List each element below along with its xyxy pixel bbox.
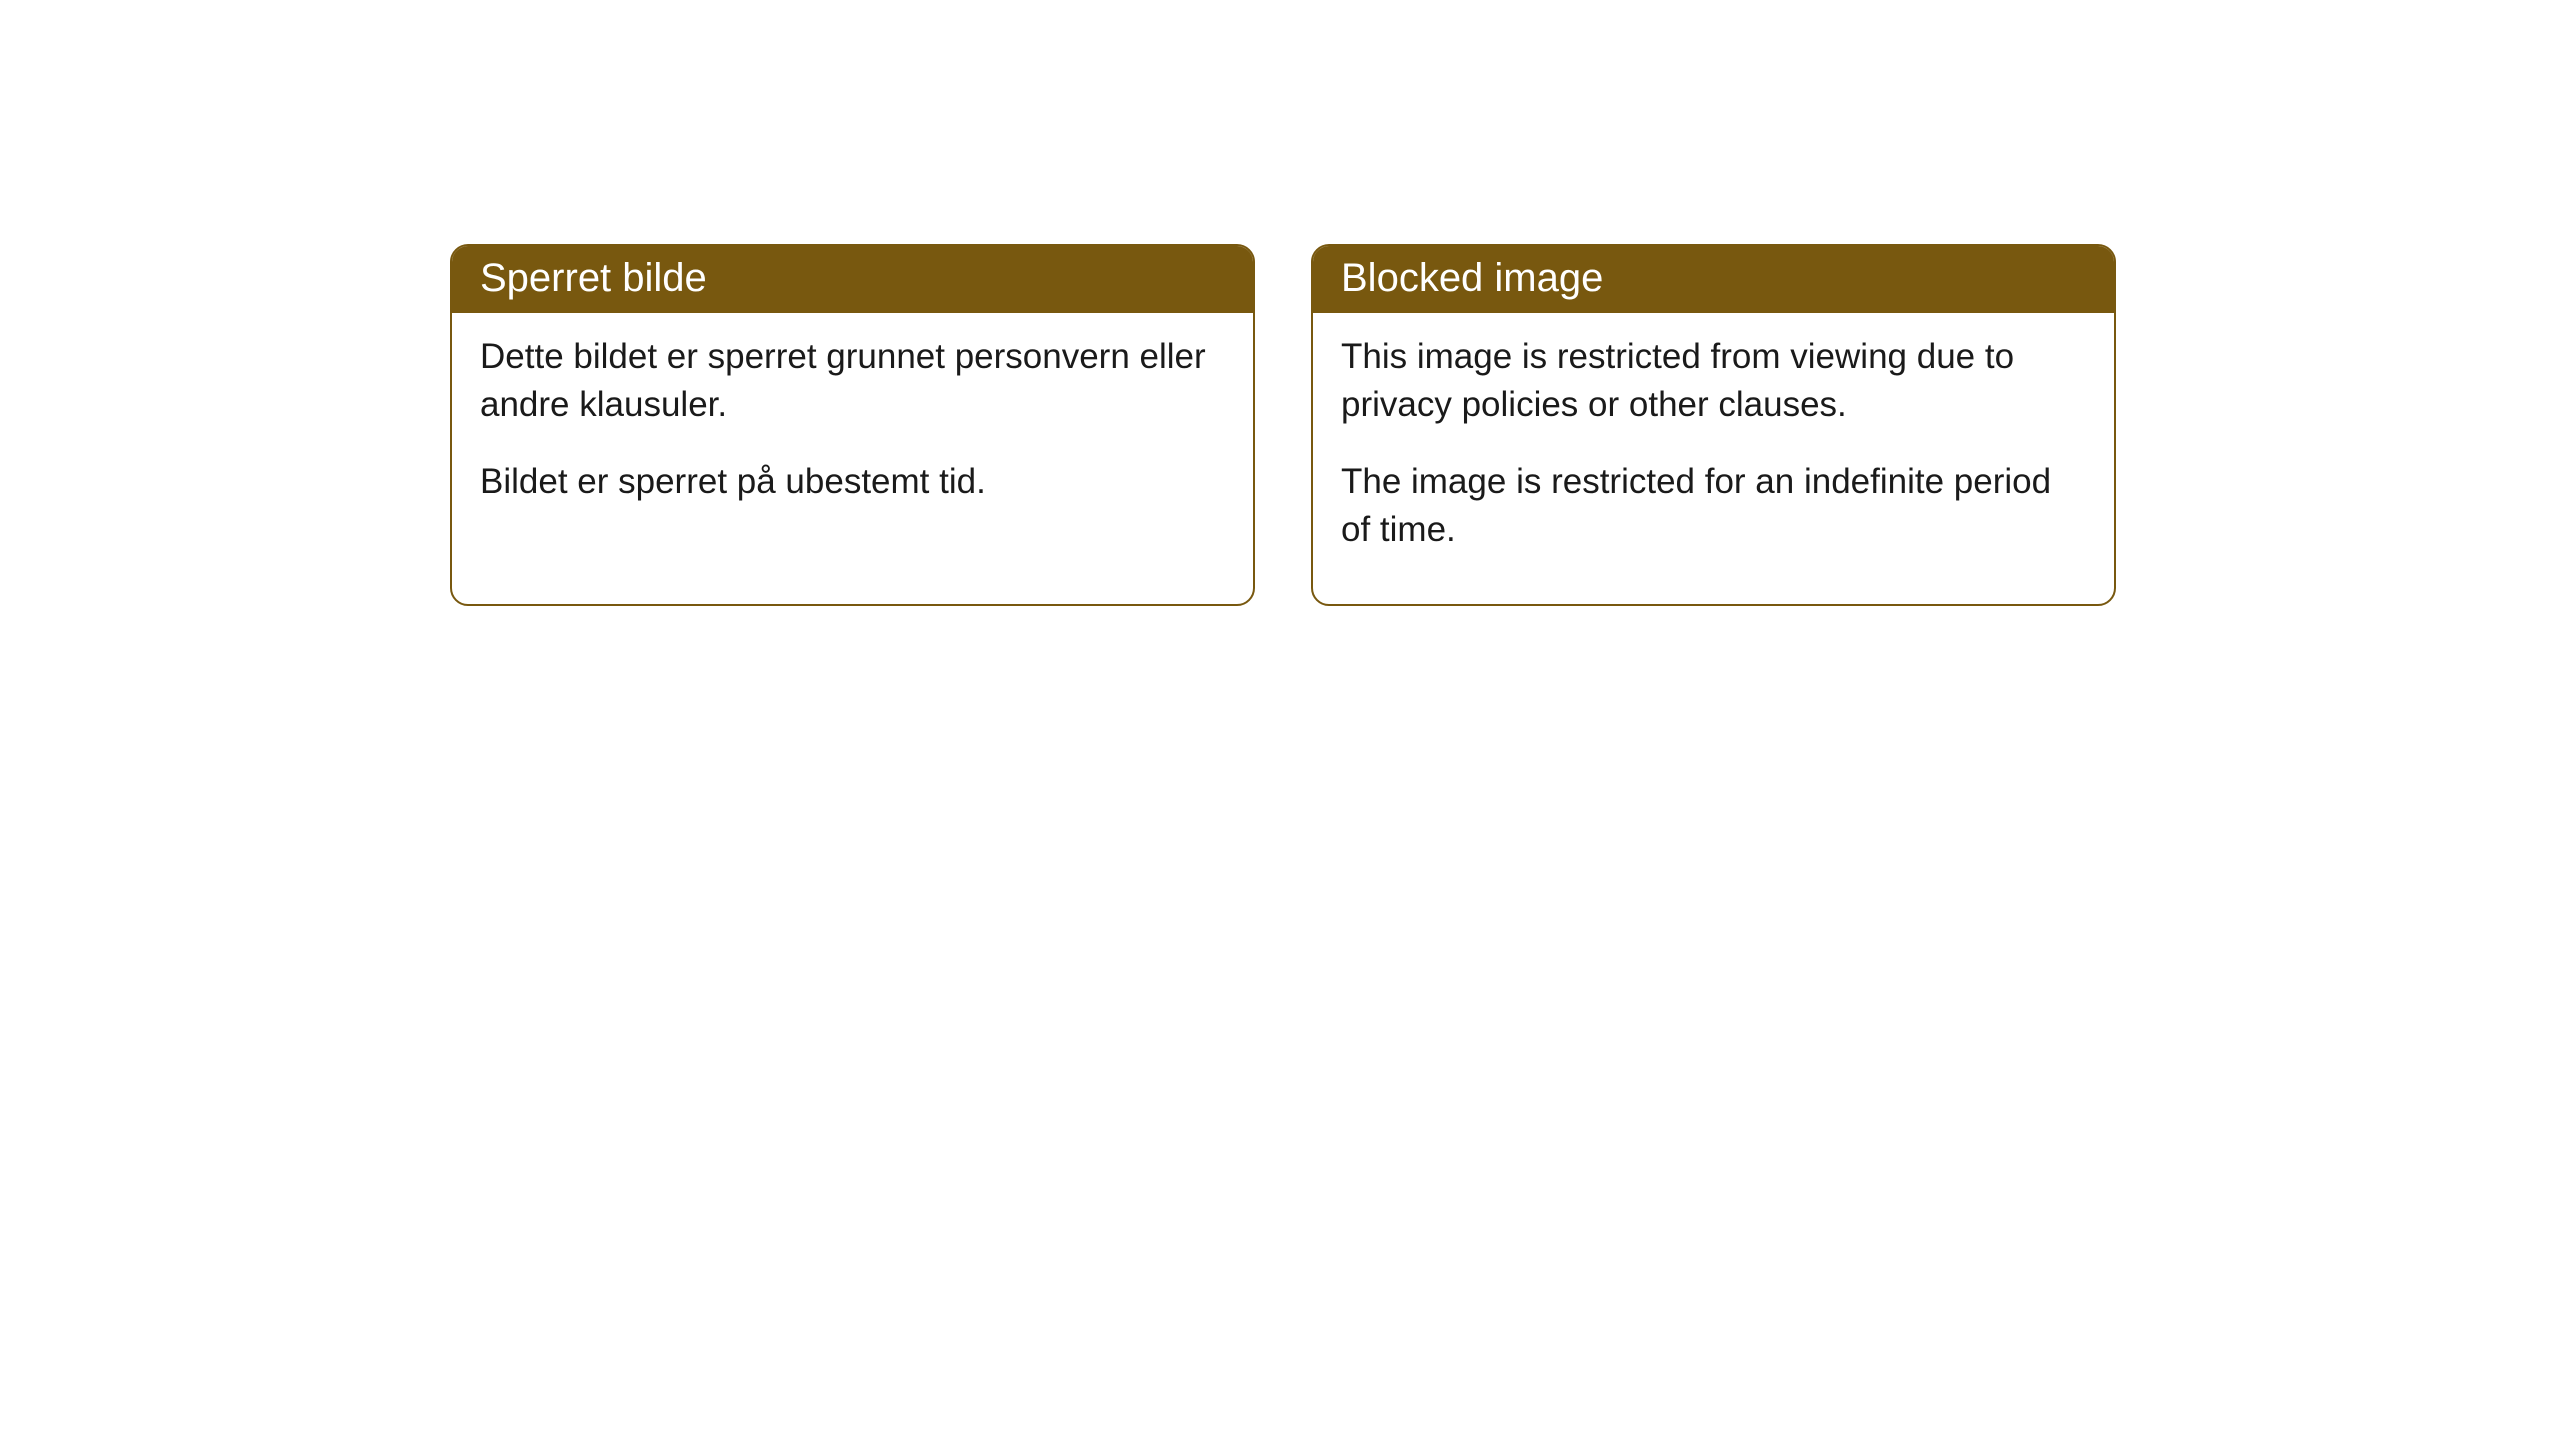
card-norwegian: Sperret bilde Dette bildet er sperret gr… xyxy=(450,244,1255,606)
card-paragraph-2-english: The image is restricted for an indefinit… xyxy=(1341,458,2086,555)
card-paragraph-1-english: This image is restricted from viewing du… xyxy=(1341,333,2086,430)
card-english: Blocked image This image is restricted f… xyxy=(1311,244,2116,606)
card-paragraph-2-norwegian: Bildet er sperret på ubestemt tid. xyxy=(480,458,1225,506)
card-header-english: Blocked image xyxy=(1313,246,2114,313)
card-body-norwegian: Dette bildet er sperret grunnet personve… xyxy=(452,313,1253,556)
card-paragraph-1-norwegian: Dette bildet er sperret grunnet personve… xyxy=(480,333,1225,430)
card-body-english: This image is restricted from viewing du… xyxy=(1313,313,2114,604)
cards-container: Sperret bilde Dette bildet er sperret gr… xyxy=(450,244,2116,606)
card-header-norwegian: Sperret bilde xyxy=(452,246,1253,313)
